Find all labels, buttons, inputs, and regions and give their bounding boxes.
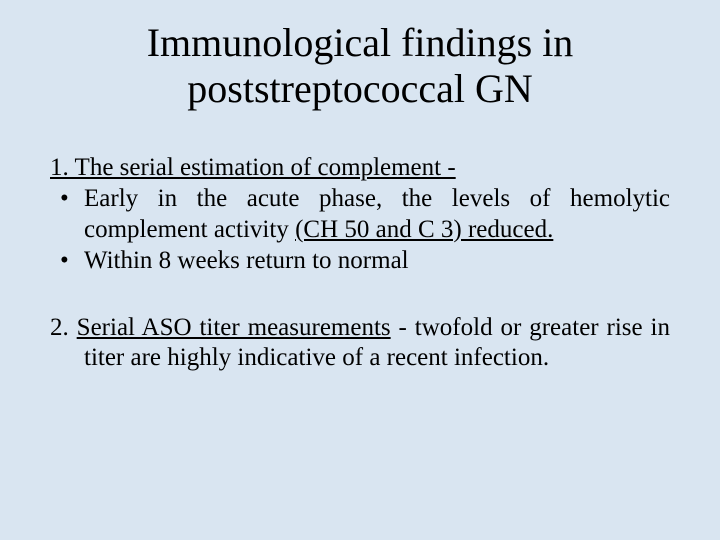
section-2-paragraph: 2. Serial ASO titer measurements - twofo…: [50, 313, 670, 374]
slide-title: Immunological findings in poststreptococ…: [50, 20, 670, 112]
section-2-lead: Serial ASO titer measurements: [77, 314, 391, 341]
slide-container: Immunological findings in poststreptococ…: [0, 0, 720, 540]
bullet-1-underlined: (CH 50 and C 3) reduced.: [295, 216, 553, 243]
title-line-1: Immunological findings in: [147, 20, 574, 65]
title-line-2: poststreptococcal GN: [187, 66, 532, 111]
section-2-number: 2.: [50, 314, 77, 341]
section-1-heading: 1. The serial estimation of complement -: [50, 154, 670, 182]
bullet-item-2: Within 8 weeks return to normal: [50, 246, 670, 277]
bullet-item-1: Early in the acute phase, the levels of …: [50, 184, 670, 245]
section-1-bullets: Early in the acute phase, the levels of …: [50, 184, 670, 277]
